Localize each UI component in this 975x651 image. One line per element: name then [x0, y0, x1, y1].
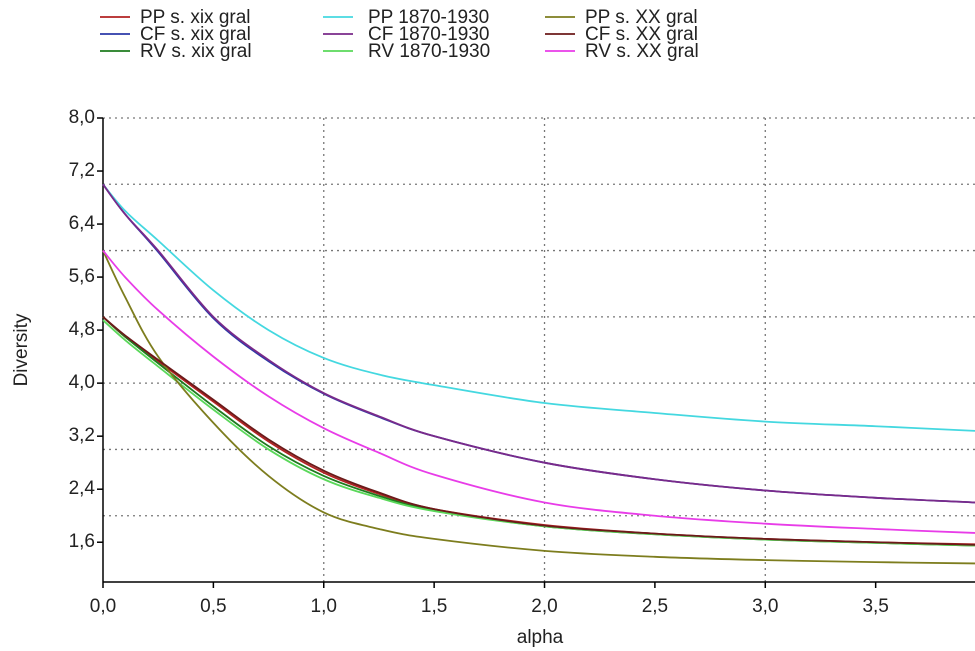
series-line	[102, 250, 975, 565]
y-tick-label: 4,0	[69, 372, 95, 393]
legend-label: RV 1870-1930	[368, 41, 490, 62]
y-tick-label: 6,4	[69, 213, 96, 234]
x-tick-label: 0,0	[90, 596, 116, 617]
legend-label: CF s. XX gral	[585, 24, 698, 45]
y-tick-label: 3,2	[69, 425, 95, 446]
y-tick-label: 7,2	[69, 160, 95, 181]
x-tick-label: 3,5	[862, 596, 888, 617]
y-tick-label: 4,8	[69, 319, 95, 340]
legend-label: PP s. XX gral	[585, 7, 698, 28]
y-tick-label: 8,0	[69, 107, 95, 128]
x-tick-label: 0,5	[200, 596, 226, 617]
x-tick-label: 2,0	[531, 596, 557, 617]
series-line	[102, 316, 975, 547]
series-line	[102, 319, 975, 547]
series-line	[102, 249, 975, 534]
x-tick-label: 1,0	[311, 596, 337, 617]
series-line	[102, 316, 975, 546]
legend-label: CF s. xix gral	[140, 24, 251, 45]
legend-label: RV s. xix gral	[140, 41, 252, 62]
legend-label: CF 1870-1930	[368, 24, 489, 45]
x-tick-label: 2,5	[642, 596, 668, 617]
series-line	[102, 316, 975, 546]
series-line	[102, 183, 975, 504]
x-axis-label: alpha	[517, 627, 564, 648]
x-tick-label: 1,5	[421, 596, 447, 617]
x-tick-label: 3,0	[752, 596, 778, 617]
legend-label: RV s. XX gral	[585, 41, 699, 62]
y-tick-label: 1,6	[69, 531, 95, 552]
series-line	[102, 183, 975, 504]
y-axis-label: Diversity	[11, 313, 32, 386]
legend-label: PP s. xix gral	[140, 7, 251, 28]
legend-label: PP 1870-1930	[368, 7, 489, 28]
y-tick-label: 2,4	[69, 478, 96, 499]
series-line	[102, 183, 975, 432]
y-tick-label: 5,6	[69, 266, 95, 287]
